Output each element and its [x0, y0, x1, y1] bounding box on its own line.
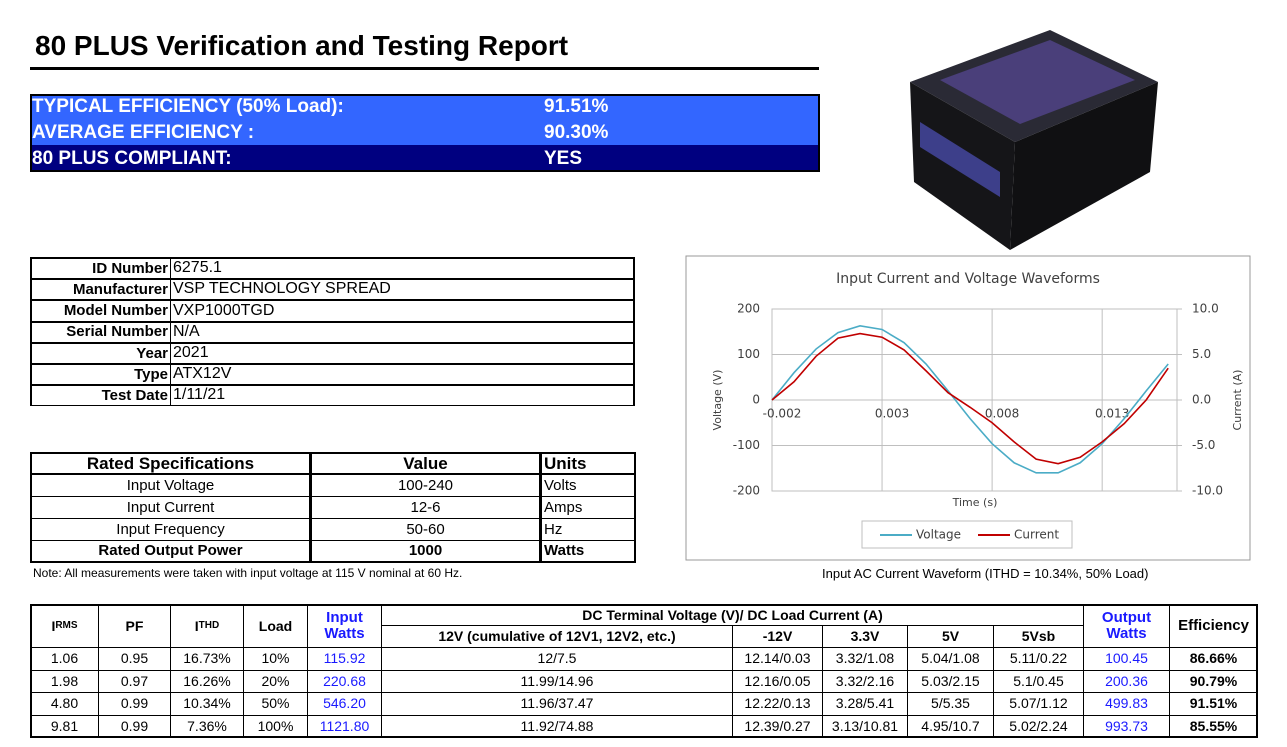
summary-value: 91.51%: [544, 94, 820, 120]
header-sub: THD: [198, 619, 220, 631]
x-tick-label: 0.013: [1095, 407, 1129, 421]
y2-tick-label: 0.0: [1192, 393, 1211, 407]
chart-title: Input Current and Voltage Waveforms: [836, 271, 1100, 287]
waveform-chart: Input Current and Voltage Waveforms -200 -…: [685, 255, 1251, 561]
series-line: [771, 332, 1169, 465]
summary-label: 80 PLUS COMPLIANT:: [30, 145, 544, 172]
chart-frame: [685, 255, 1251, 561]
results-border: [30, 604, 1258, 738]
report-title: 80 PLUS Verification and Testing Report: [35, 30, 569, 61]
input-watts-header: Input Watts: [307, 604, 382, 648]
spec-cell: Watts: [540, 540, 636, 563]
x-tick-label: 0.008: [985, 407, 1019, 421]
header-main: I: [194, 617, 199, 634]
product-photo: [910, 30, 1158, 250]
note: Note: All measurements were taken with i…: [33, 566, 463, 580]
y-axis-label: Voltage (V): [711, 370, 724, 431]
x-axis-label: Time (s): [952, 496, 998, 509]
y2-tick-label: -10.0: [1192, 484, 1223, 498]
y-tick-label: -200: [733, 484, 760, 498]
legend-label: Voltage: [916, 528, 961, 542]
header-main: I: [51, 617, 56, 634]
y2-tick-label: 10.0: [1192, 302, 1219, 316]
y2-axis-label: Current (A): [1231, 370, 1244, 431]
series-line: [771, 325, 1169, 474]
legend-label: Current: [1014, 528, 1059, 542]
summary-label: AVERAGE EFFICIENCY :: [30, 119, 544, 146]
psu-label: [940, 40, 1135, 124]
y-tick-label: 200: [737, 302, 760, 316]
x-tick-label: -0.002: [763, 407, 802, 421]
chart-caption: Input AC Current Waveform (ITHD = 10.34%…: [822, 566, 1149, 581]
y-tick-label: 100: [737, 347, 760, 361]
psu-logo: [920, 122, 1000, 197]
x-tick-label: 0.003: [875, 407, 909, 421]
header-sub: RMS: [55, 619, 78, 631]
y-tick-label: 0: [752, 393, 760, 407]
psu-front: [1010, 82, 1158, 250]
y-tick-label: -100: [733, 438, 760, 452]
summary-value: YES: [544, 145, 820, 172]
title-rule: [30, 67, 819, 70]
summary-value: 90.30%: [544, 119, 820, 146]
summary-label: TYPICAL EFFICIENCY (50% Load):: [30, 94, 544, 120]
y2-tick-label: 5.0: [1192, 347, 1211, 361]
y2-tick-label: -5.0: [1192, 438, 1215, 452]
id-value: 1/11/21: [170, 384, 635, 407]
summary-border: [30, 94, 820, 172]
